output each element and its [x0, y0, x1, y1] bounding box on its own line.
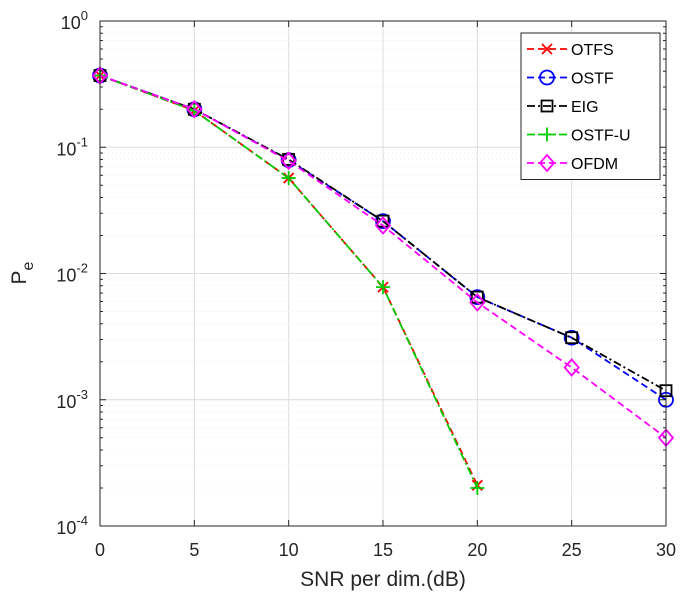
legend-label-ostf: OSTF — [571, 71, 614, 88]
y-tick-label-exponent: -2 — [76, 261, 88, 276]
y-tick-label-exponent: -4 — [76, 513, 88, 528]
y-tick-label-base: 10 — [61, 13, 81, 33]
y-tick-label-base: 10 — [56, 392, 76, 412]
data-point-ofdm — [280, 151, 297, 171]
data-point-ofdm — [374, 216, 392, 235]
legend-entry-ofdm: OFDM — [527, 153, 618, 173]
x-tick-label: 5 — [189, 540, 199, 560]
legend-marker-otfs — [541, 43, 553, 55]
legend-marker-ostf — [539, 69, 555, 86]
y-tick-label-base: 10 — [56, 518, 76, 538]
y-tick-label-exponent: 0 — [81, 8, 88, 23]
legend-entry-eig: EIG — [527, 99, 599, 116]
y-tick-label-exponent: -3 — [76, 387, 88, 402]
legend-marker-ostf-u — [540, 127, 554, 142]
legend: OTFS OSTF EIG OSTF-U OFDM — [520, 32, 661, 180]
legend-entry-otfs: OTFS — [527, 42, 614, 59]
y-axis-label: Pe — [8, 261, 37, 284]
legend-label-ostf-u: OSTF-U — [571, 128, 631, 145]
y-axis-label-base: P — [8, 270, 31, 284]
x-tick-label: 20 — [467, 540, 487, 560]
legend-entry-ostf: OSTF — [527, 69, 614, 88]
y-tick-label: 10-2 — [56, 261, 88, 286]
legend-marker-eig — [540, 99, 554, 113]
legend-label-ofdm: OFDM — [571, 156, 618, 173]
x-axis-label: SNR per dim.(dB) — [300, 568, 466, 591]
y-tick-label-base: 10 — [56, 139, 76, 159]
series-lines — [91, 66, 675, 495]
legend-label-otfs: OTFS — [571, 42, 614, 59]
y-tick-label: 10-4 — [56, 513, 88, 538]
legend-entry-ostf-u: OSTF-U — [527, 127, 631, 145]
legend-marker-ofdm — [538, 153, 556, 173]
y-tick-label-base: 10 — [56, 266, 76, 286]
y-tick-label: 10-1 — [56, 134, 88, 159]
x-tick-label: 15 — [373, 540, 393, 560]
x-tick-label: 10 — [279, 540, 299, 560]
y-tick-label: 100 — [61, 8, 88, 33]
data-point-ostf — [563, 329, 580, 346]
y-tick-label: 10-3 — [56, 387, 88, 412]
data-point-eig — [565, 331, 579, 345]
data-point-ofdm — [186, 99, 203, 119]
data-point-ofdm — [469, 293, 486, 312]
data-point-ofdm — [563, 358, 580, 377]
y-axis-label-subscript: e — [20, 261, 37, 270]
data-point-ostf-u — [281, 171, 296, 186]
x-tick-label: 30 — [656, 540, 676, 560]
x-tick-label: 0 — [95, 540, 105, 560]
y-tick-label-exponent: -1 — [76, 134, 88, 149]
axis-ticks — [99, 20, 667, 527]
series-line-ofdm — [99, 74, 667, 439]
legend-label-eig: EIG — [571, 99, 599, 116]
data-point-ostf-u — [470, 480, 485, 495]
data-point-ostf-u — [376, 280, 390, 295]
x-tick-label: 25 — [562, 540, 582, 560]
